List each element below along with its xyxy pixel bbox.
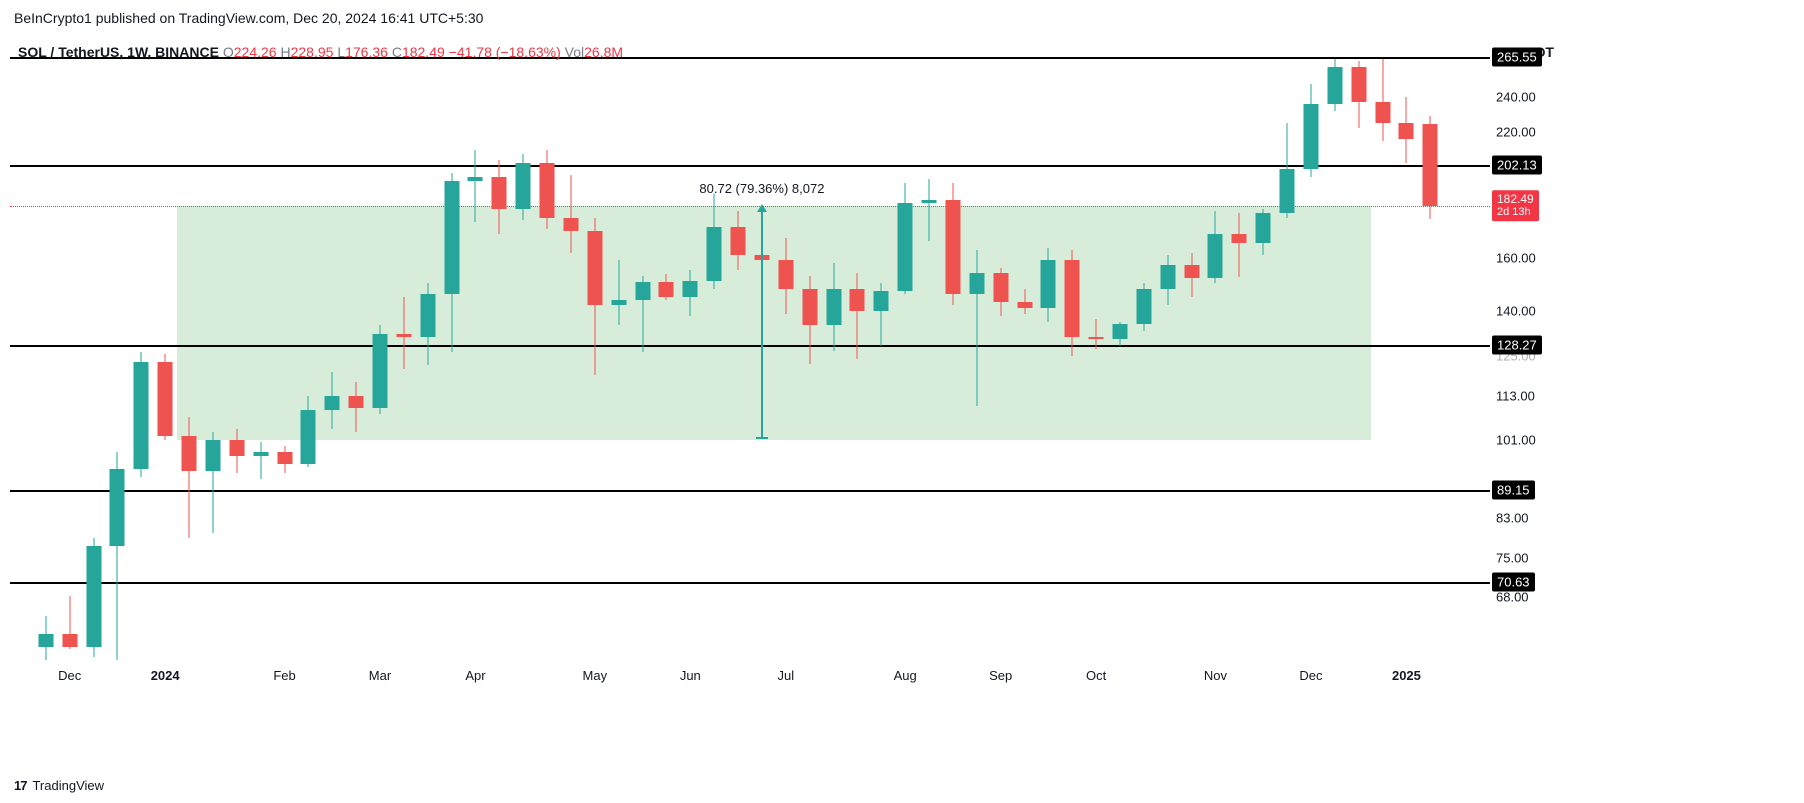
current-price-line xyxy=(10,206,1490,207)
level-price-tag: 265.55 xyxy=(1492,48,1542,67)
price-axis[interactable]: USDT 70.6389.15128.27202.13265.55182.492… xyxy=(1492,36,1558,660)
x-axis-tick: Jul xyxy=(777,668,794,683)
x-axis-tick: Aug xyxy=(894,668,917,683)
y-axis-tick: 101.00 xyxy=(1496,433,1536,448)
chart-container: BeInCrypto1 published on TradingView.com… xyxy=(0,0,1804,803)
y-axis-tick: 75.00 xyxy=(1496,551,1529,566)
level-price-tag: 128.27 xyxy=(1492,336,1542,355)
measure-base-tick xyxy=(756,437,768,439)
horizontal-level[interactable] xyxy=(10,165,1490,167)
footer-brand-text: TradingView xyxy=(32,778,104,793)
horizontal-level[interactable] xyxy=(10,582,1490,584)
horizontal-level[interactable] xyxy=(10,345,1490,347)
x-axis-tick: Nov xyxy=(1204,668,1227,683)
current-price-tag: 182.492d 13h xyxy=(1492,190,1539,222)
x-axis-tick: 2025 xyxy=(1392,668,1421,683)
legend-symbol: SOL / TetherUS, 1W, BINANCE xyxy=(18,44,219,60)
y-axis-tick: 113.00 xyxy=(1496,388,1535,403)
time-axis[interactable]: Dec 2024 Feb Mar Apr May Jun Jul Aug Sep Oct Nov Dec… xyxy=(10,662,1490,692)
x-axis-tick: 2024 xyxy=(151,668,180,683)
tradingview-logo-icon: 17 xyxy=(14,778,26,793)
x-axis-tick: Sep xyxy=(989,668,1012,683)
footer: 17 TradingView xyxy=(14,778,104,793)
measure-line[interactable] xyxy=(761,206,763,438)
x-axis-tick: May xyxy=(583,668,608,683)
y-axis-tick: 160.00 xyxy=(1496,250,1536,265)
attribution-text: BeInCrypto1 published on TradingView.com… xyxy=(14,10,483,26)
level-price-tag: 89.15 xyxy=(1492,480,1535,499)
x-axis-tick: Feb xyxy=(273,668,295,683)
level-price-tag: 202.13 xyxy=(1492,156,1542,175)
x-axis-tick: Oct xyxy=(1086,668,1106,683)
level-price-tag: 70.63 xyxy=(1492,572,1535,591)
chart-plot-area[interactable]: SOL / TetherUS, 1W, BINANCE O224.26 H228… xyxy=(10,36,1490,660)
chart-legend: SOL / TetherUS, 1W, BINANCE O224.26 H228… xyxy=(18,44,623,60)
x-axis-tick: Jun xyxy=(680,668,701,683)
measure-label: 80.72 (79.36%) 8,072 xyxy=(699,181,824,196)
y-axis-tick: 240.00 xyxy=(1496,90,1536,105)
x-axis-tick: Apr xyxy=(465,668,485,683)
x-axis-tick: Dec xyxy=(58,668,81,683)
y-axis-tick: 68.00 xyxy=(1496,589,1529,604)
arrow-up-icon xyxy=(757,204,767,212)
y-axis-tick: 83.00 xyxy=(1496,510,1529,525)
x-axis-tick: Mar xyxy=(369,668,391,683)
y-axis-tick: 140.00 xyxy=(1496,303,1536,318)
x-axis-tick: Dec xyxy=(1299,668,1322,683)
y-axis-tick: 220.00 xyxy=(1496,124,1536,139)
horizontal-level[interactable] xyxy=(10,490,1490,492)
